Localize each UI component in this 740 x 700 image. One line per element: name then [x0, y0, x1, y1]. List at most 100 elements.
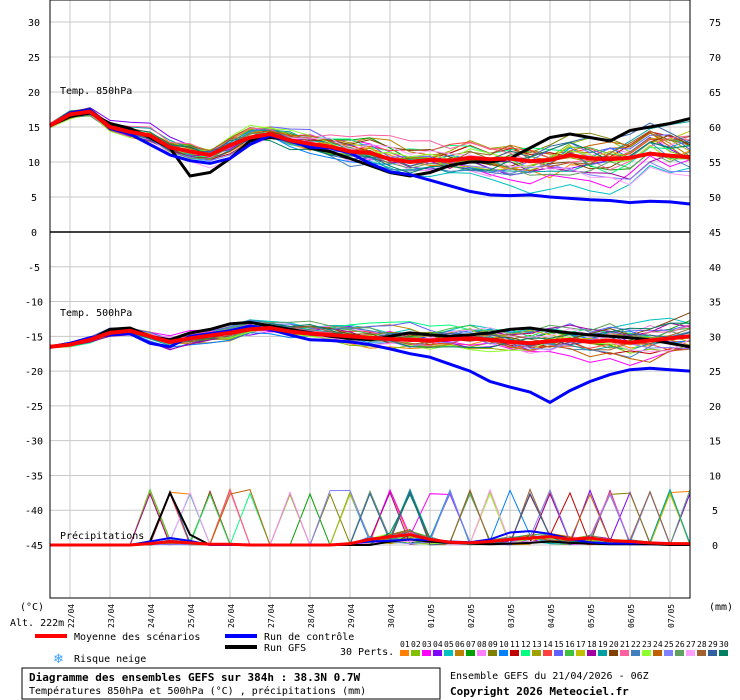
- control-line-850: [49, 107, 691, 206]
- pert-number: 14: [543, 640, 553, 649]
- pert-swatch: [499, 650, 508, 656]
- legend-mean: Moyenne des scénarios: [74, 631, 200, 643]
- x-tick-label: 01/05: [427, 604, 436, 628]
- left-unit: (°C): [20, 602, 44, 613]
- right-tick-label: 25: [709, 367, 721, 378]
- pert-swatch: [411, 650, 420, 656]
- grid: [50, 0, 690, 598]
- pert-number: 26: [675, 640, 685, 649]
- pert-number: 12: [521, 640, 531, 649]
- pert-number: 10: [499, 640, 509, 649]
- control-line-precip: [50, 530, 690, 546]
- pert-swatch: [686, 650, 695, 656]
- snowflake-icon: ❄: [53, 652, 64, 667]
- x-tick-label: 24/04: [147, 604, 156, 628]
- pert-number: 15: [554, 640, 564, 649]
- pert-swatch: [422, 650, 431, 656]
- pert-number: 03: [422, 640, 432, 649]
- pert-number: 27: [686, 640, 696, 649]
- left-tick-label: -45: [25, 541, 43, 552]
- right-tick-label: 10: [709, 471, 721, 482]
- plot-frame: [49, 0, 691, 599]
- x-tick-label: 27/04: [267, 604, 276, 628]
- x-tick-label: 29/04: [347, 604, 356, 628]
- mean-line-500: [49, 325, 691, 349]
- left-tick-label: -40: [25, 506, 43, 517]
- pert-swatch: [400, 650, 409, 656]
- pert-number: 25: [664, 640, 674, 649]
- pert-swatch: [532, 650, 541, 656]
- pert-line-850: [49, 109, 691, 174]
- pert-number: 24: [653, 640, 663, 649]
- pert-swatch: [455, 650, 464, 656]
- pert-number: 29: [708, 640, 718, 649]
- right-tick-label: 20: [709, 402, 721, 413]
- pert-number: 23: [642, 640, 652, 649]
- pert-swatch: [444, 650, 453, 656]
- pert-number: 13: [532, 640, 542, 649]
- x-tick-label: 02/05: [467, 604, 476, 628]
- panel-label-850: Temp. 850hPa: [60, 86, 132, 97]
- pert-number: 09: [488, 640, 498, 649]
- left-tick-label: -5: [28, 263, 40, 274]
- pert-number: 22: [631, 640, 641, 649]
- pert-number: 07: [466, 640, 476, 649]
- pert-number: 28: [697, 640, 707, 649]
- panel-label-500: Temp. 500hPa: [60, 308, 132, 319]
- pert-swatch: [598, 650, 607, 656]
- left-tick-label: 15: [28, 123, 40, 134]
- right-tick-label: 75: [709, 18, 721, 29]
- panel-label-precip: Précipitations: [60, 530, 144, 542]
- right-tick-label: 55: [709, 158, 721, 169]
- axes: 22/04 23/04 24/04 25/04 26/04 27/04 28/04 29/04…: [25, 0, 721, 628]
- x-tick-label: 28/04: [307, 604, 316, 628]
- right-tick-label: 30: [709, 332, 721, 343]
- pert-number: 06: [455, 640, 465, 649]
- mean-line-precip: [50, 533, 690, 547]
- control-line-500: [49, 324, 691, 405]
- perturbation-swatches: [400, 650, 728, 656]
- pert-number: 18: [587, 640, 597, 649]
- pert-number: 11: [510, 640, 520, 649]
- right-tick-label: 0: [712, 541, 718, 552]
- pert-swatch: [719, 650, 728, 656]
- pert-swatch: [543, 650, 552, 656]
- x-tick-label: 04/05: [547, 604, 556, 628]
- right-tick-label: 35: [709, 298, 721, 309]
- pert-swatch: [708, 650, 717, 656]
- mean-line-850: [49, 109, 691, 165]
- pert-swatch: [466, 650, 475, 656]
- left-tick-label: -10: [25, 298, 43, 309]
- x-tick-label: 26/04: [227, 604, 236, 628]
- right-tick-label: 5: [712, 506, 718, 517]
- left-tick-label: 20: [28, 88, 40, 99]
- pert-swatch: [576, 650, 585, 656]
- pert-swatch: [675, 650, 684, 656]
- run-info: Ensemble GEFS du 21/04/2026 - 06Z: [450, 671, 649, 682]
- legend: Moyenne des scénarios Run de contrôle Ru…: [35, 631, 729, 667]
- legend-perts-label: 30 Perts.: [340, 647, 394, 658]
- right-tick-label: 45: [709, 228, 721, 239]
- left-tick-label: -30: [25, 437, 43, 448]
- right-tick-label: 15: [709, 437, 721, 448]
- pert-number: 04: [433, 640, 443, 649]
- x-tick-label: 05/05: [587, 604, 596, 628]
- title-box-border: [21, 667, 441, 700]
- pert-swatch: [697, 650, 706, 656]
- pert-swatch: [488, 650, 497, 656]
- x-tick-label: 30/04: [387, 604, 396, 628]
- gfs-line-precip: [50, 490, 690, 546]
- right-tick-label: 50: [709, 193, 721, 204]
- right-tick-label: 70: [709, 53, 721, 64]
- left-tick-label: -25: [25, 402, 43, 413]
- pert-swatch: [653, 650, 662, 656]
- pert-number: 02: [411, 640, 421, 649]
- pert-number: 08: [477, 640, 487, 649]
- pert-swatch: [433, 650, 442, 656]
- pert-number: 05: [444, 640, 454, 649]
- pert-number: 16: [565, 640, 575, 649]
- pert-swatch: [642, 650, 651, 656]
- left-tick-label: -35: [25, 471, 43, 482]
- right-tick-label: 40: [709, 263, 721, 274]
- left-tick-label: 0: [31, 228, 37, 239]
